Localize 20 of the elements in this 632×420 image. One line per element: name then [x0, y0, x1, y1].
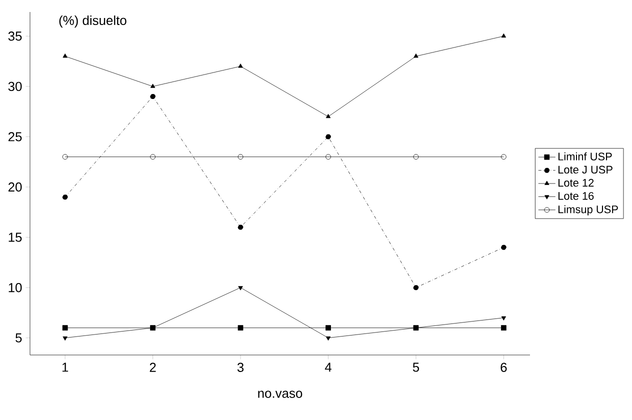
x-tick-label: 1	[62, 362, 68, 372]
legend-label: Lote J USP	[558, 166, 612, 174]
y-tick-label: 10	[8, 283, 22, 292]
x-tick-label: 4	[324, 362, 332, 372]
x-tick-label: 5	[412, 362, 420, 372]
y-axis-title: (%) disuelto	[59, 16, 126, 28]
y-tick-label: 5	[16, 333, 22, 342]
x-tick-label: 3	[237, 362, 244, 372]
legend-label: Lote 12	[558, 178, 594, 187]
legend-label: Limsup USP	[558, 205, 618, 216]
y-tick-label: 20	[8, 182, 22, 192]
x-axis-title: no.vaso	[258, 390, 302, 398]
y-tick-label: 30	[8, 82, 22, 92]
legend-label: Liminf USP	[558, 152, 612, 160]
x-tick-label: 6	[500, 362, 507, 372]
y-tick-label: 15	[8, 232, 22, 242]
x-tick-label: 2	[150, 362, 156, 372]
legend-label: Lote 16	[558, 192, 594, 200]
y-tick-label: 25	[8, 132, 22, 142]
y-tick-label: 35	[8, 32, 22, 41]
